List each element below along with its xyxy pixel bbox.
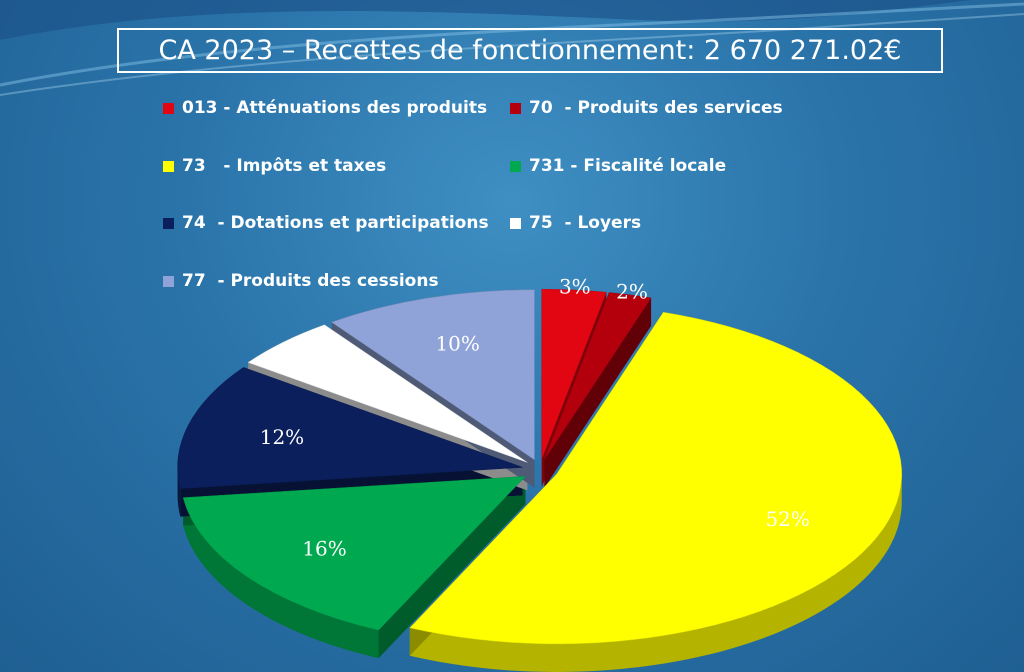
legend-item: 74 - Dotations et participations [163,213,489,233]
legend-swatch [510,217,521,229]
slice-value-label: 52% [765,507,809,531]
legend-swatch [163,160,174,172]
legend-label: 77 - Produits des cessions [182,271,439,291]
pie-slice [177,367,523,489]
legend-label: 74 - Dotations et participations [182,213,489,233]
slice-value-label: 2% [616,280,648,304]
legend-item: 70 - Produits des services [510,98,783,118]
slice-value-label: 3% [559,275,591,299]
legend-item: 73 - Impôts et taxes [163,156,386,176]
legend-label: 70 - Produits des services [529,98,783,118]
chart-legend: 013 - Atténuations des produits 70 - Pro… [0,0,1024,300]
chart-title: CA 2023 – Recettes de fonctionnement: 2 … [117,28,943,73]
pie-slice [409,312,902,645]
legend-swatch [510,102,521,114]
pie-slice-side [183,497,379,659]
legend-swatch [163,102,174,114]
pie-slice-side [409,473,902,672]
slice-value-label: 5% [336,364,368,388]
legend-label: 013 - Atténuations des produits [182,98,488,118]
legend-label: 731 - Fiscalité locale [529,156,727,176]
pie-slice [331,289,535,461]
pie-slice [182,476,527,631]
pie-slice-edge [378,476,526,659]
legend-swatch [510,160,521,172]
legend-item: 77 - Produits des cessions [163,271,439,291]
legend-label: 75 - Loyers [529,213,642,233]
pie-slice [541,288,607,460]
decorative-wave [0,0,1024,96]
legend-swatch [163,275,174,287]
pie-slice [544,292,652,460]
legend-item: 013 - Atténuations des produits [163,98,487,118]
pie-slice-edge [544,297,652,488]
legend-label: 73 - Impôts et taxes [182,156,387,176]
slice-value-label: 10% [435,331,479,355]
pie-slice [247,324,528,463]
slice-value-label: 12% [260,425,304,449]
slice-value-label: 16% [302,536,346,560]
legend-swatch [163,217,174,229]
legend-item: 731 - Fiscalité locale [510,156,726,176]
legend-item: 75 - Loyers [510,213,641,233]
